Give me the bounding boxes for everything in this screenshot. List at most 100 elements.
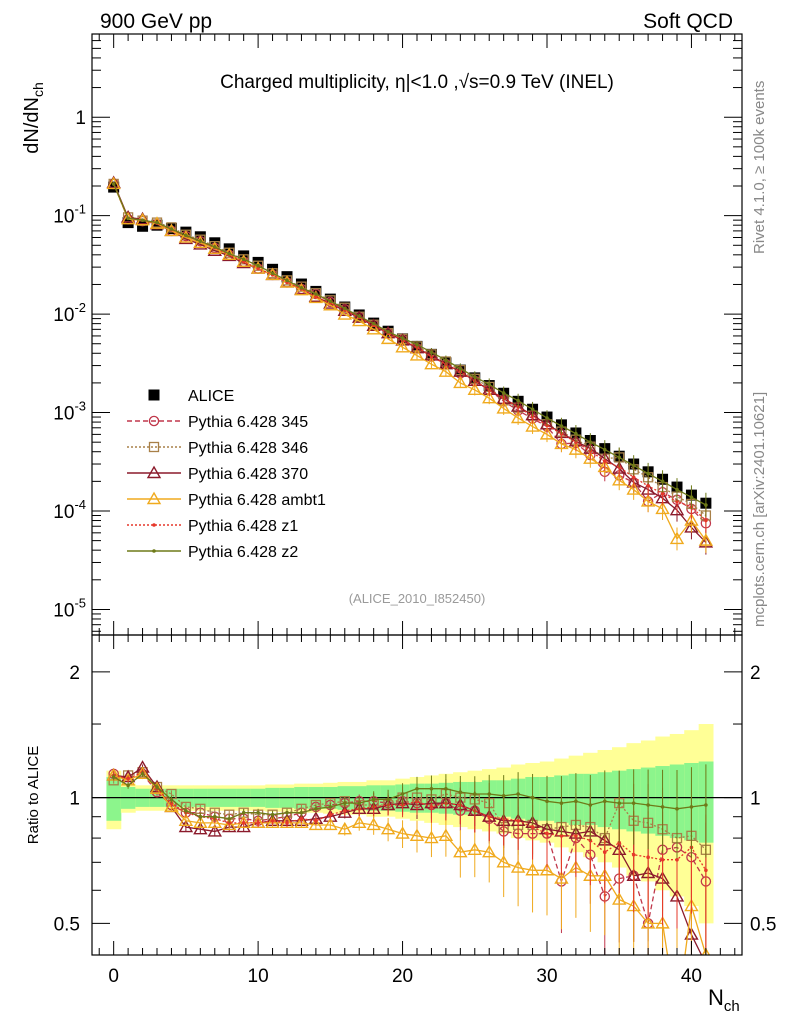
ratio-point	[126, 776, 130, 781]
legend-label: Pythia 6.428 346	[188, 440, 308, 457]
data-point	[429, 350, 434, 355]
plot-title: Charged multiplicity, η|<1.0 ,√s=0.9 TeV…	[220, 72, 614, 93]
ratio-point	[588, 803, 593, 807]
ratio-point	[409, 828, 425, 842]
data-point	[631, 463, 636, 468]
data-point	[660, 479, 665, 484]
ratio-point	[328, 812, 333, 817]
ratio-point	[126, 783, 130, 788]
legend-entry: Pythia 6.428 346	[127, 440, 308, 457]
data-point	[120, 209, 136, 223]
ratio-point	[429, 805, 434, 809]
data-point	[602, 459, 607, 464]
ratio-point	[308, 817, 324, 831]
ratio-point	[530, 795, 535, 800]
data-point	[684, 513, 699, 526]
ratio-point	[660, 857, 665, 862]
legend-marker	[148, 389, 160, 401]
ratio-point	[675, 807, 679, 811]
ratio-ylabel: Ratio to ALICE	[25, 746, 42, 844]
ratio-point	[559, 801, 564, 805]
data-point	[149, 216, 165, 229]
data-point	[328, 299, 333, 304]
ratio-point	[294, 815, 309, 829]
data-point	[184, 233, 188, 238]
data-point	[314, 292, 318, 296]
y-tick-label: 10-1	[53, 202, 86, 228]
series-pythia-6-428-z2	[111, 182, 708, 518]
data-point	[380, 331, 396, 345]
ratio-point	[337, 821, 352, 835]
ratio-point	[111, 775, 116, 779]
data-point	[169, 227, 174, 231]
header-right: Soft QCD	[643, 10, 733, 33]
main-ylabel: dN/dNch	[21, 82, 46, 154]
data-point	[386, 330, 390, 334]
ratio-point	[675, 857, 679, 862]
data-point	[371, 321, 376, 326]
legend-marker	[148, 415, 160, 427]
ratio-point	[510, 860, 526, 873]
ratio-point	[646, 803, 650, 807]
ratio-point	[169, 797, 174, 802]
ratio-point	[444, 786, 448, 791]
data-point	[400, 336, 405, 340]
data-point	[122, 217, 134, 229]
data-point	[270, 271, 275, 276]
data-point	[631, 475, 636, 480]
data-point	[510, 410, 526, 424]
legend-entry: Pythia 6.428 370	[127, 465, 308, 483]
data-point	[675, 499, 679, 504]
ratio-point	[415, 786, 419, 791]
data-point	[352, 313, 367, 327]
data-point	[151, 219, 163, 231]
ratio-point	[236, 815, 251, 829]
ratio-point	[525, 862, 540, 876]
legend-entry: Pythia 6.428 z2	[127, 544, 298, 561]
ratio-point	[323, 817, 338, 831]
ratio-point	[222, 817, 237, 831]
ratio-point	[554, 871, 569, 884]
legend-entry: Pythia 6.428 345	[127, 414, 308, 431]
data-point	[342, 306, 347, 311]
ratio-point	[424, 830, 439, 844]
ratio-y-tick-label-right: 0.5	[750, 914, 776, 935]
ratio-point	[617, 801, 622, 805]
ratio-point	[357, 801, 362, 805]
ratio-point	[366, 817, 381, 831]
ratio-point	[207, 815, 222, 829]
legend-marker	[148, 441, 160, 453]
ratio-point	[314, 818, 318, 823]
data-point	[212, 245, 217, 249]
data-point	[409, 348, 425, 361]
y-tick-label: 10-3	[53, 399, 86, 425]
ratio-point	[314, 807, 318, 811]
ratio-point	[640, 915, 656, 929]
ratio-point	[178, 813, 194, 826]
legend-label: Pythia 6.428 ambt1	[188, 492, 326, 509]
ratio-point	[155, 785, 159, 789]
data-point	[516, 398, 520, 403]
ratio-point	[467, 842, 482, 855]
data-point	[545, 416, 549, 420]
ratio-point	[516, 792, 520, 796]
data-point	[357, 314, 362, 319]
data-point	[530, 407, 535, 412]
ratio-point	[164, 799, 179, 813]
data-point	[227, 251, 232, 256]
ratio-line	[113, 766, 703, 955]
ratio-point	[184, 808, 188, 813]
legend-label: Pythia 6.428 z1	[188, 518, 298, 535]
ratio-point	[545, 831, 549, 836]
ratio-point	[701, 947, 711, 955]
ratio-point	[198, 814, 203, 819]
series-line	[113, 183, 707, 517]
ratio-point	[631, 852, 636, 857]
data-point	[617, 455, 622, 460]
data-point	[424, 356, 439, 370]
ratio-point	[299, 810, 304, 815]
ratio-point	[241, 821, 246, 825]
data-point	[539, 426, 555, 440]
ratio-point	[458, 790, 463, 795]
